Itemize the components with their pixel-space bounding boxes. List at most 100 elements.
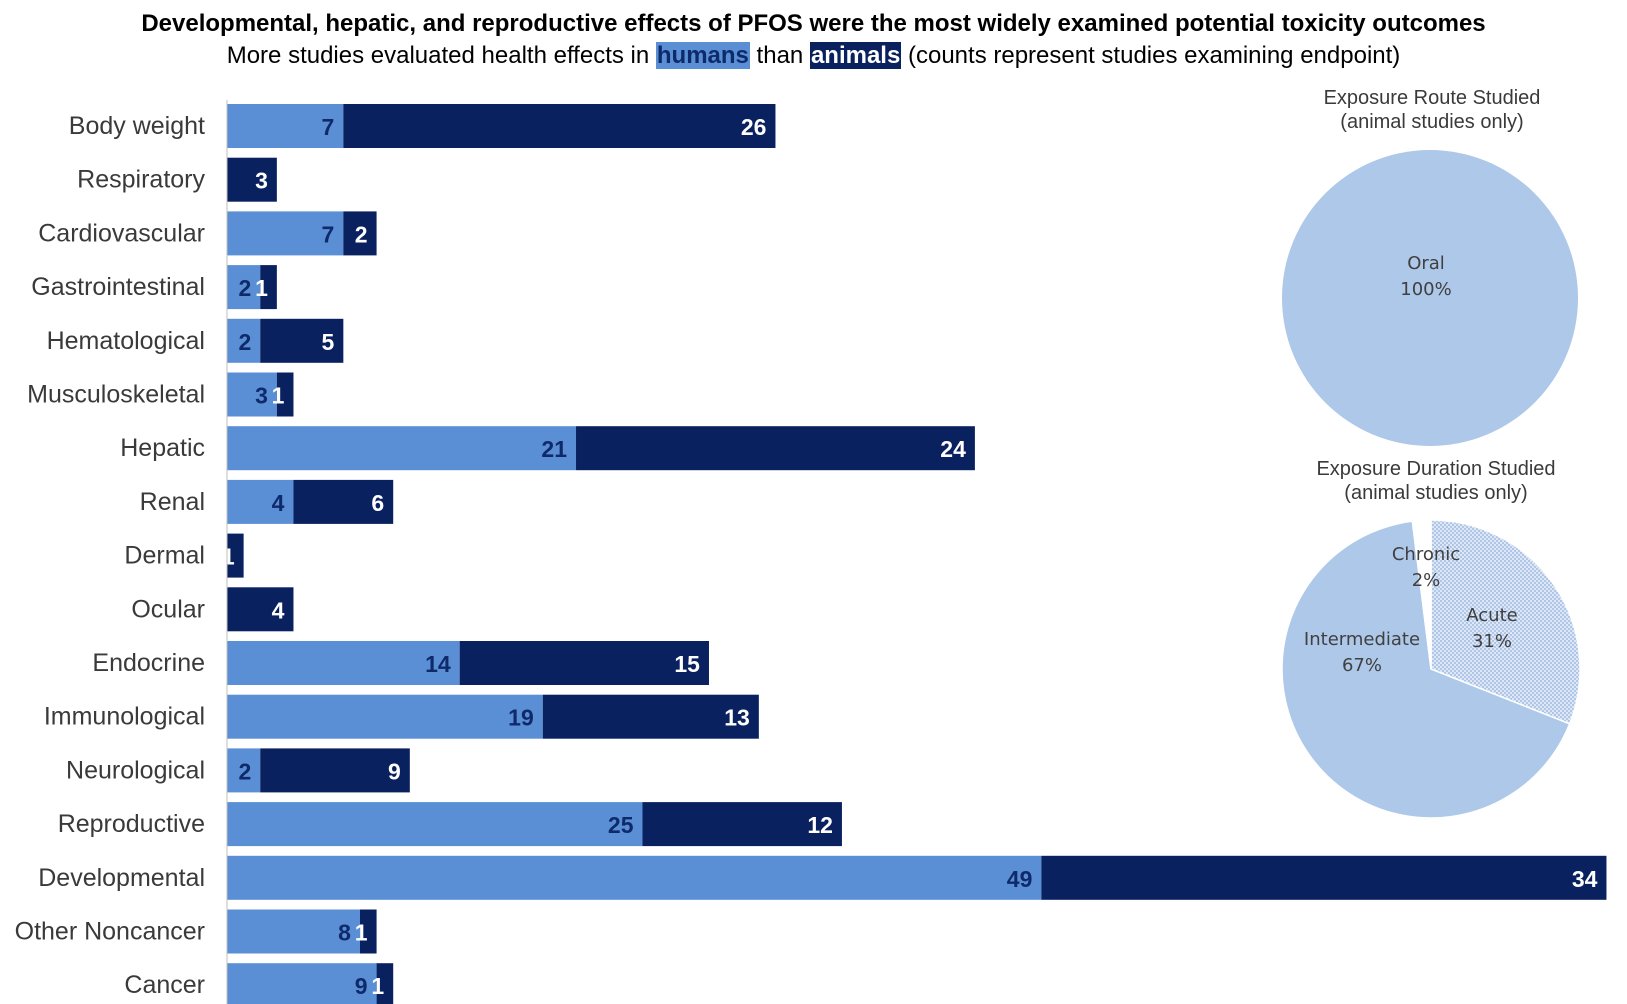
value-label-humans-hematological: 2 [238,329,251,355]
subtitle-text-post: (counts represent studies examining endp… [901,42,1401,69]
chart-title: Developmental, hepatic, and reproductive… [141,10,1486,37]
value-label-animals-cardiovascular: 2 [355,221,368,247]
chart-subtitle: More studies evaluated health effects in… [0,42,1627,70]
slice-label-chronic: Chronic [1392,544,1460,565]
category-label-endocrine: Endocrine [92,649,205,677]
bar-animals-respiratory [227,157,277,202]
pie-title-exposure-duration: Exposure Duration Studied [1316,458,1555,480]
value-label-animals-cancer: 1 [371,973,384,999]
bar-humans-other-noncancer [227,909,360,954]
category-label-ocular: Ocular [131,595,205,623]
bar-humans-gastrointestinal [227,265,261,310]
slice-label-intermediate: Intermediate [1304,629,1420,650]
bar-animals-cancer [376,963,394,1004]
category-label-gastrointestinal: Gastrointestinal [31,273,205,301]
bar-humans-endocrine [227,641,460,685]
category-label-immunological: Immunological [44,703,205,731]
category-label-renal: Renal [140,488,205,516]
bar-humans-musculoskeletal [227,372,277,417]
value-label-humans-reproductive: 25 [608,812,634,838]
value-label-humans-endocrine: 14 [425,651,451,677]
value-label-animals-ocular: 4 [272,597,285,623]
bar-animals-gastrointestinal [260,265,277,310]
category-label-dermal: Dermal [124,542,205,570]
slice-value-oral: 100% [1400,279,1451,300]
pie-slice-chronic [1411,519,1432,670]
bar-animals-reproductive [642,802,842,847]
pie-slice-oral [1282,150,1578,446]
slice-label-oral: Oral [1407,253,1445,274]
value-label-humans-body-weight: 7 [322,114,335,140]
value-label-humans-cardiovascular: 7 [322,221,335,247]
value-label-animals-other-noncancer: 1 [355,920,368,946]
value-label-animals-reproductive: 12 [807,812,833,838]
pie-subtitle-exposure-duration: (animal studies only) [1344,482,1527,504]
bar-humans-developmental [227,855,1042,900]
category-label-musculoskeletal: Musculoskeletal [27,381,205,409]
category-label-body-weight: Body weight [69,112,205,140]
pie-slice-acute [1430,519,1581,725]
bar-animals-ocular [227,587,294,632]
category-label-cancer: Cancer [124,971,205,999]
value-label-humans-cancer: 9 [355,973,368,999]
value-label-animals-hepatic: 24 [940,436,966,462]
bar-animals-endocrine [459,641,709,685]
slice-label-acute: Acute [1466,605,1517,626]
category-label-reproductive: Reproductive [58,810,205,838]
bar-humans-cardiovascular [227,211,344,256]
value-label-animals-renal: 6 [371,490,384,516]
bar-animals-other-noncancer [359,909,377,954]
value-label-animals-neurological: 9 [388,758,401,784]
slice-value-acute: 31% [1472,631,1512,652]
pie-subtitle-exposure-route: (animal studies only) [1340,111,1523,133]
value-label-humans-musculoskeletal: 3 [255,383,268,409]
bar-animals-developmental [1041,855,1607,900]
subtitle-text-mid: than [749,42,810,69]
value-label-humans-hepatic: 21 [541,436,567,462]
category-label-hepatic: Hepatic [120,434,205,462]
bar-animals-musculoskeletal [276,372,294,417]
bar-animals-cardiovascular [343,211,377,256]
bar-humans-hepatic [227,426,577,471]
bar-humans-cancer [227,963,377,1004]
category-label-other-noncancer: Other Noncancer [15,918,205,946]
value-label-humans-gastrointestinal: 2 [238,275,251,301]
bar-animals-hepatic [576,426,975,471]
value-label-animals-musculoskeletal: 1 [272,383,285,409]
bar-animals-immunological [542,694,759,739]
value-label-animals-endocrine: 15 [674,651,700,677]
pie-title-exposure-route: Exposure Route Studied [1324,87,1541,109]
bar-animals-renal [293,479,394,524]
category-label-hematological: Hematological [47,327,205,355]
subtitle-animals-highlight: animals [809,42,902,69]
bar-humans-hematological [227,318,261,363]
value-label-animals-body-weight: 26 [741,114,767,140]
value-label-humans-renal: 4 [272,490,285,516]
value-label-animals-respiratory: 3 [255,168,268,194]
bar-humans-renal [227,479,294,524]
bar-humans-neurological [227,748,261,793]
bar-humans-immunological [227,694,543,739]
pie-chart-exposure-route: Exposure Route Studied(animal studies on… [1282,87,1578,446]
bar-animals-hematological [260,318,344,363]
subtitle-text-pre: More studies evaluated health effects in [226,42,656,69]
pie-slice-intermediate [1281,520,1571,819]
category-label-neurological: Neurological [66,756,205,784]
bar-animals-dermal [227,533,244,578]
value-label-humans-immunological: 19 [508,705,534,731]
value-label-animals-gastrointestinal: 1 [255,275,268,301]
category-label-cardiovascular: Cardiovascular [38,219,205,247]
value-label-humans-developmental: 49 [1007,866,1033,892]
value-label-animals-immunological: 13 [724,705,750,731]
bar-animals-neurological [260,748,410,793]
category-label-developmental: Developmental [38,864,205,892]
subtitle-humans-highlight: humans [655,42,750,69]
value-label-animals-developmental: 34 [1572,866,1598,892]
slice-value-chronic: 2% [1412,570,1441,591]
category-label-respiratory: Respiratory [77,166,205,194]
value-label-humans-other-noncancer: 8 [338,920,351,946]
bar-humans-reproductive [227,802,643,847]
value-label-humans-neurological: 2 [238,758,251,784]
